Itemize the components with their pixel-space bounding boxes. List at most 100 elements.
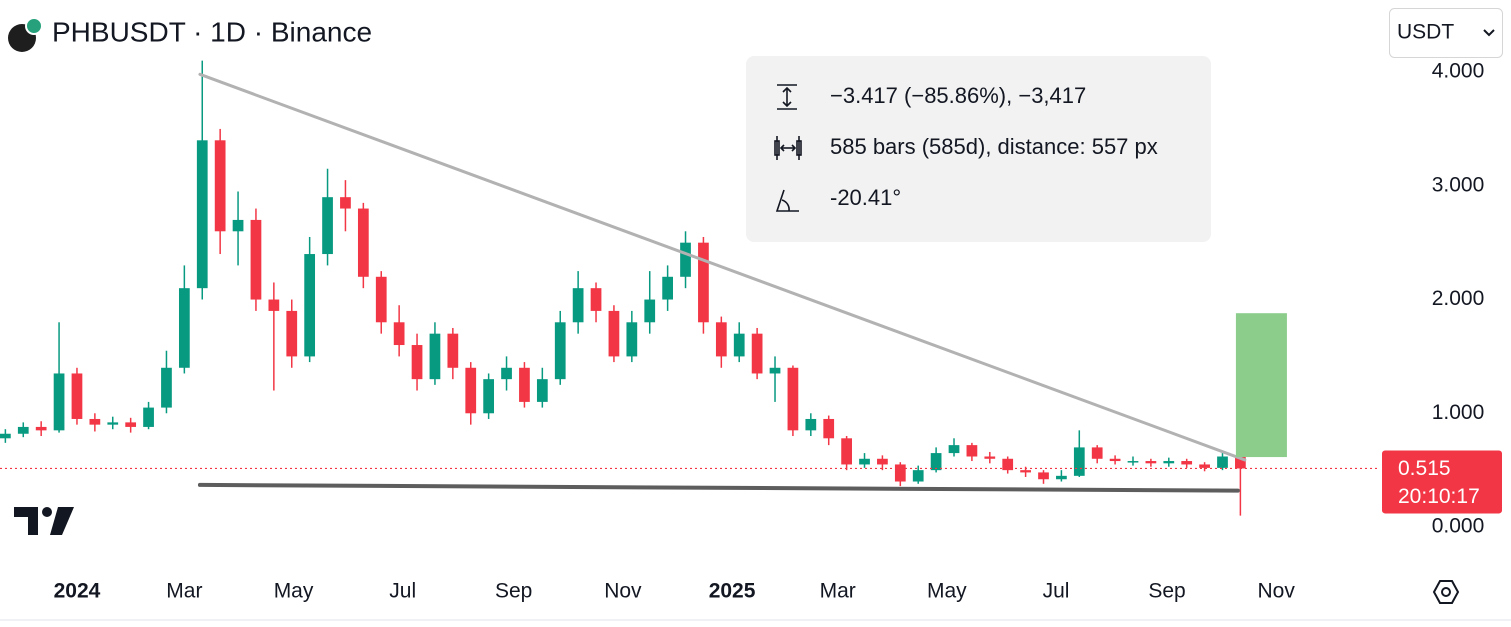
candle-body [984, 456, 996, 459]
target-box [1235, 313, 1287, 458]
candle-body [322, 197, 333, 255]
candle-body [859, 458, 870, 465]
candle-body [894, 464, 906, 482]
info-angle: -20.41° [830, 185, 901, 210]
x-tick-label: May [274, 580, 314, 603]
x-tick-label: Sep [1148, 580, 1185, 603]
candle-body [877, 458, 888, 465]
candle-body [250, 219, 262, 300]
currency-label[interactable]: USDT [1397, 21, 1454, 44]
trendline [198, 72, 1247, 462]
last-price-tag [1382, 450, 1502, 514]
candle-body [161, 367, 172, 408]
candle-body [572, 288, 584, 323]
candle-body [125, 422, 137, 427]
candle-body [787, 367, 799, 431]
trendline [197, 482, 1240, 493]
candle-body [0, 433, 11, 439]
candle-body [357, 208, 369, 277]
candle-body [841, 438, 852, 465]
y-tick-label: 0.000 [1432, 515, 1485, 538]
x-tick-label: 2024 [54, 580, 101, 603]
candle-body [1073, 447, 1085, 476]
candle-body [53, 373, 65, 431]
candle-body [447, 333, 459, 368]
y-tick-label: 4.000 [1432, 60, 1485, 83]
info-bars: 585 bars (585d), distance: 557 px [830, 134, 1158, 159]
candle-body [429, 333, 441, 380]
candle-body [1002, 458, 1014, 471]
x-tick-label: Sep [495, 580, 532, 603]
candle-body [715, 322, 727, 357]
candle-body [1181, 461, 1193, 465]
candle-body [501, 367, 512, 380]
candle-body [1109, 458, 1121, 462]
candle-body [1145, 461, 1157, 464]
candle-body [1020, 470, 1031, 473]
candle-body [769, 367, 781, 374]
last-price-label: 0.515 [1398, 457, 1451, 480]
candle-body [214, 140, 226, 232]
candle-body [698, 242, 709, 323]
candle-body [805, 418, 817, 431]
candle-body [1056, 475, 1067, 480]
candle-body [107, 422, 119, 425]
candle-body [662, 276, 673, 300]
candle-body [680, 242, 691, 277]
candle-body [232, 219, 244, 232]
chart-title: PHBUSDT · 1D · Binance [52, 16, 372, 47]
candle-body [286, 310, 298, 357]
countdown: 20:10:17 [1398, 485, 1480, 508]
candle-body [304, 254, 316, 357]
candle-body [930, 453, 942, 471]
currency-logo [25, 17, 43, 35]
candle-body [268, 299, 280, 311]
x-tick-label: Mar [166, 580, 202, 603]
info-panel [746, 56, 1211, 242]
x-tick-label: 2025 [709, 580, 756, 603]
candle-body [143, 407, 154, 427]
candle-body [912, 470, 924, 482]
candle-body [1163, 461, 1175, 464]
candle-body [608, 310, 620, 357]
candle-body [196, 140, 208, 289]
candle-body [17, 426, 29, 434]
candle-body [1038, 472, 1049, 480]
candle-body [483, 379, 495, 414]
y-tick-label: 1.000 [1432, 401, 1485, 424]
x-tick-label: Jul [1043, 580, 1070, 603]
candle-body [590, 288, 602, 311]
candle-body [948, 445, 960, 454]
currency-select[interactable] [1389, 8, 1503, 58]
x-tick-label: Nov [1258, 580, 1296, 603]
tv-logo [14, 507, 74, 535]
dropdown-arrow[interactable] [1483, 29, 1495, 37]
candle-body [1217, 456, 1228, 468]
candle-body [751, 333, 763, 374]
candle-body [626, 322, 638, 357]
candle-body [89, 418, 101, 425]
candle-body [536, 379, 548, 402]
y-tick-label: 3.000 [1432, 173, 1485, 196]
candle-body [1091, 447, 1103, 459]
candle-body [644, 299, 656, 323]
candle-body [35, 426, 47, 431]
info-price-change: −3.417 (−85.86%), −3,417 [830, 83, 1086, 108]
x-tick-label: Jul [389, 580, 416, 603]
candle-body [966, 445, 978, 457]
candle-body [178, 288, 190, 368]
y-tick-label: 2.000 [1432, 287, 1485, 310]
candle-body [519, 367, 530, 402]
candle-body [375, 276, 387, 323]
x-tick-label: Nov [604, 580, 642, 603]
plot-area [0, 60, 1386, 566]
settings-icon[interactable] [1432, 580, 1460, 604]
candle-body [1235, 456, 1246, 469]
candle-body [393, 322, 405, 346]
candle-body [71, 373, 83, 419]
candle-body [823, 418, 835, 439]
x-tick-label: May [927, 580, 967, 603]
candle-body [1199, 464, 1210, 468]
icon-bars [774, 136, 802, 160]
